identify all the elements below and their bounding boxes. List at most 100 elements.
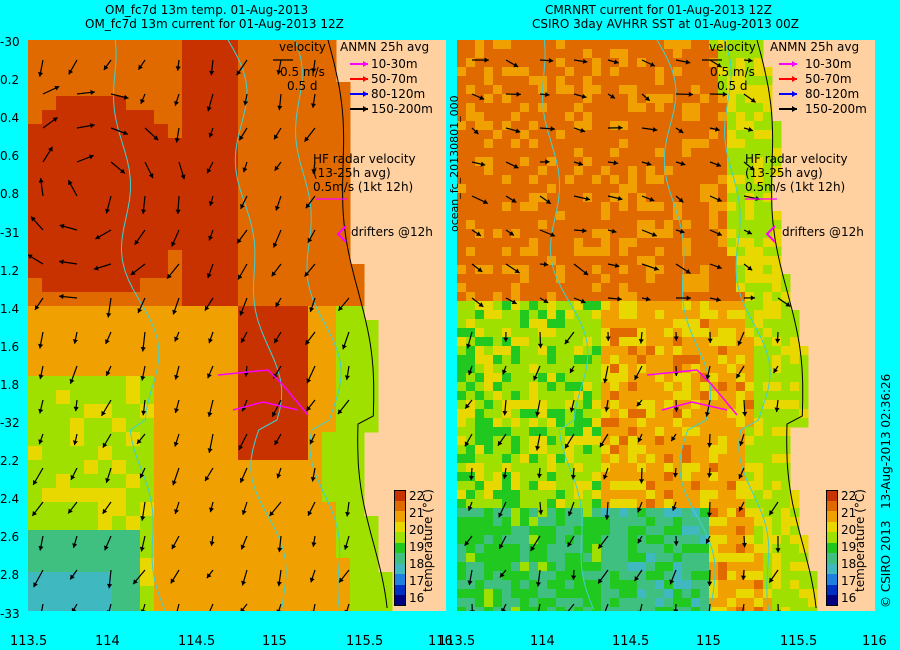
sst-cell xyxy=(745,526,755,536)
sst-cell xyxy=(619,202,629,212)
sst-cell xyxy=(736,94,746,104)
sst-cell xyxy=(520,382,530,392)
sst-cell xyxy=(745,139,755,149)
sst-cell xyxy=(736,283,746,293)
sst-cell xyxy=(475,364,485,374)
sst-cell xyxy=(511,391,521,401)
sst-cell xyxy=(336,544,351,559)
sst-cell xyxy=(154,208,169,223)
sst-cell xyxy=(673,445,683,455)
sst-cell xyxy=(484,319,494,329)
sst-cell xyxy=(745,535,755,545)
sst-cell xyxy=(637,319,647,329)
sst-cell xyxy=(112,474,127,489)
sst-cell xyxy=(98,82,113,97)
current-arrowhead xyxy=(275,302,281,308)
current-arrowhead xyxy=(646,161,652,167)
sst-cell xyxy=(457,121,467,131)
sst-cell xyxy=(700,553,710,563)
sst-cell xyxy=(727,607,737,611)
sst-cell xyxy=(682,553,692,563)
sst-cell xyxy=(140,152,155,167)
sst-cell xyxy=(682,454,692,464)
sst-cell xyxy=(520,571,530,581)
sst-cell xyxy=(28,404,43,419)
sst-cell xyxy=(646,490,656,500)
sst-cell xyxy=(655,400,665,410)
sst-cell xyxy=(98,404,113,419)
sst-cell xyxy=(484,220,494,230)
sst-cell xyxy=(745,256,755,266)
current-arrowhead xyxy=(473,129,479,135)
current-arrowhead xyxy=(511,198,517,203)
sst-cell xyxy=(182,208,197,223)
scale-days-label: 0.5 d xyxy=(717,79,748,93)
sst-cell xyxy=(673,121,683,131)
current-arrowhead xyxy=(465,403,470,409)
legend-arrowhead xyxy=(792,91,797,97)
sst-cell xyxy=(294,460,309,475)
sst-cell xyxy=(619,148,629,158)
sst-cell xyxy=(709,175,719,185)
sst-cell xyxy=(673,94,683,104)
sst-cell xyxy=(745,598,755,608)
sst-cell xyxy=(691,292,701,302)
sst-cell xyxy=(140,376,155,391)
sst-cell xyxy=(457,454,467,464)
sst-cell xyxy=(126,306,141,321)
sst-cell xyxy=(655,301,665,311)
sst-cell xyxy=(84,488,99,503)
drifter-track xyxy=(232,401,299,411)
sst-cell xyxy=(646,463,656,473)
sst-cell xyxy=(224,138,239,153)
sst-cell xyxy=(457,508,467,518)
sst-cell xyxy=(637,220,647,230)
sst-cell xyxy=(673,481,683,491)
sst-cell xyxy=(538,139,548,149)
current-arrowhead xyxy=(688,91,694,97)
sst-cell xyxy=(98,418,113,433)
sst-cell xyxy=(637,265,647,275)
sst-cell xyxy=(520,544,530,554)
sst-cell xyxy=(601,292,611,302)
sst-cell xyxy=(736,265,746,275)
sst-cell xyxy=(154,180,169,195)
sst-cell xyxy=(727,256,737,266)
sst-cell xyxy=(727,409,737,419)
sst-cell xyxy=(565,319,575,329)
sst-cell xyxy=(556,355,566,365)
sst-cell xyxy=(763,175,773,185)
current-arrowhead xyxy=(38,374,44,380)
sst-cell xyxy=(493,454,503,464)
sst-cell xyxy=(475,517,485,527)
colorbar-swatch xyxy=(826,563,838,575)
colorbar-tick-label: 18 xyxy=(841,557,857,571)
sst-cell xyxy=(754,490,764,500)
sst-cell xyxy=(799,364,809,374)
sst-cell xyxy=(538,355,548,365)
sst-cell xyxy=(763,337,773,347)
sst-cell xyxy=(619,337,629,347)
current-arrowhead xyxy=(636,401,642,407)
current-arrowhead xyxy=(310,103,317,108)
sst-cell xyxy=(691,445,701,455)
sst-cell xyxy=(502,499,512,509)
sst-cell xyxy=(224,376,239,391)
sst-cell xyxy=(718,427,728,437)
sst-cell xyxy=(700,544,710,554)
sst-cell xyxy=(691,130,701,140)
sst-cell xyxy=(126,502,141,517)
sst-cell xyxy=(294,446,309,461)
sst-cell xyxy=(168,516,183,531)
sst-cell xyxy=(529,490,539,500)
sst-cell xyxy=(224,460,239,475)
sst-cell xyxy=(112,208,127,223)
sst-cell xyxy=(547,454,557,464)
sst-cell xyxy=(98,68,113,83)
sst-cell xyxy=(763,184,773,194)
sst-cell xyxy=(196,54,211,69)
sst-cell xyxy=(520,292,530,302)
sst-cell xyxy=(56,278,71,293)
sst-cell xyxy=(140,166,155,181)
sst-cell xyxy=(484,544,494,554)
